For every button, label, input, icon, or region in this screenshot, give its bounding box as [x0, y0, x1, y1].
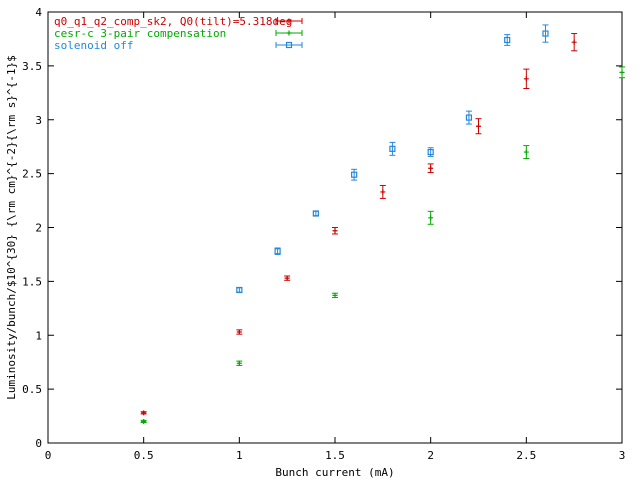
data-point — [542, 24, 549, 43]
square-marker — [236, 286, 243, 294]
legend-entry-0: q0_q1_q2_comp_sk2, Q0(tilt)=5.318deg — [54, 15, 303, 28]
plus-marker — [523, 76, 529, 82]
plus-marker — [141, 410, 147, 416]
square-marker — [504, 36, 511, 44]
square-marker — [351, 171, 358, 178]
series-2 — [236, 24, 549, 294]
data-point — [236, 360, 243, 366]
data-point — [312, 210, 319, 217]
y-tick-label: 2 — [35, 222, 42, 235]
data-point — [379, 184, 386, 199]
data-point — [571, 33, 578, 52]
plus-marker — [332, 228, 338, 234]
plus-marker — [286, 30, 292, 36]
y-tick-label: 0.5 — [22, 383, 42, 396]
plus-marker — [476, 123, 481, 129]
data-point — [284, 275, 291, 281]
plus-marker — [236, 360, 242, 366]
y-tick-label: 1 — [35, 329, 42, 342]
y-tick-label: 0 — [35, 437, 42, 450]
square-marker — [285, 41, 293, 49]
plus-marker — [332, 292, 338, 298]
x-tick-label: 0 — [45, 449, 52, 462]
x-tick-label: 1.5 — [325, 449, 345, 462]
y-tick-label: 4 — [35, 6, 42, 19]
plus-marker — [523, 149, 529, 155]
data-point — [389, 141, 396, 156]
plus-marker — [380, 189, 386, 195]
legend-entry-1: cesr-c 3-pair compensation — [54, 27, 303, 40]
square-marker — [312, 210, 319, 217]
x-tick-label: 2 — [427, 449, 434, 462]
x-tick-label: 1 — [236, 449, 243, 462]
plus-marker — [286, 18, 292, 24]
square-marker — [542, 30, 549, 37]
legend: q0_q1_q2_comp_sk2, Q0(tilt)=5.318degcesr… — [54, 15, 303, 52]
series-layer — [140, 24, 625, 424]
plus-marker — [284, 275, 290, 281]
y-axis-label: Luminosity/bunch/$10^{30} {\rm cm}^{-2}{… — [5, 55, 18, 399]
y-tick-label: 3.5 — [22, 60, 42, 73]
axis-ticks — [47, 11, 623, 444]
data-point — [332, 227, 338, 235]
data-point — [523, 68, 530, 90]
data-point — [523, 145, 530, 160]
data-point — [140, 418, 147, 424]
square-marker — [274, 248, 281, 255]
data-point — [475, 118, 482, 135]
plus-marker — [571, 39, 577, 45]
plus-marker — [428, 215, 434, 221]
plus-marker — [619, 69, 625, 75]
y-tick-label: 2.5 — [22, 168, 42, 181]
legend-entry-2: solenoid off — [54, 39, 303, 52]
tick-labels: 0 0.5 1 1.5 2 2.5 3 0 0.5 1 1.5 2 2.5 3 3.5 4 — [22, 6, 625, 462]
data-point — [427, 147, 434, 157]
x-tick-label: 0.5 — [134, 449, 154, 462]
legend-label: solenoid off — [54, 39, 133, 52]
x-tick-label: 2.5 — [516, 449, 536, 462]
legend-label: cesr-c 3-pair compensation — [54, 27, 226, 40]
data-point — [465, 110, 473, 125]
plus-marker — [236, 329, 242, 335]
y-tick-label: 1.5 — [22, 275, 42, 288]
series-1 — [140, 66, 625, 424]
x-tick-label: 3 — [619, 449, 626, 462]
data-point — [236, 286, 243, 294]
x-axis-label: Bunch current (mA) — [275, 466, 394, 479]
data-point — [274, 247, 281, 255]
data-point — [427, 163, 434, 174]
square-marker — [427, 148, 434, 156]
square-marker — [465, 114, 473, 121]
data-point — [427, 210, 434, 225]
data-point — [504, 34, 511, 46]
data-point — [236, 329, 243, 335]
legend-label: q0_q1_q2_comp_sk2, Q0(tilt)=5.318deg — [54, 15, 292, 28]
data-point — [351, 168, 358, 181]
y-tick-label: 3 — [35, 114, 42, 127]
plus-marker — [428, 165, 434, 171]
data-point — [619, 66, 625, 79]
data-point — [332, 292, 338, 299]
data-point — [140, 410, 147, 416]
square-marker — [389, 145, 396, 152]
plus-marker — [141, 418, 147, 424]
series-0 — [140, 33, 578, 416]
